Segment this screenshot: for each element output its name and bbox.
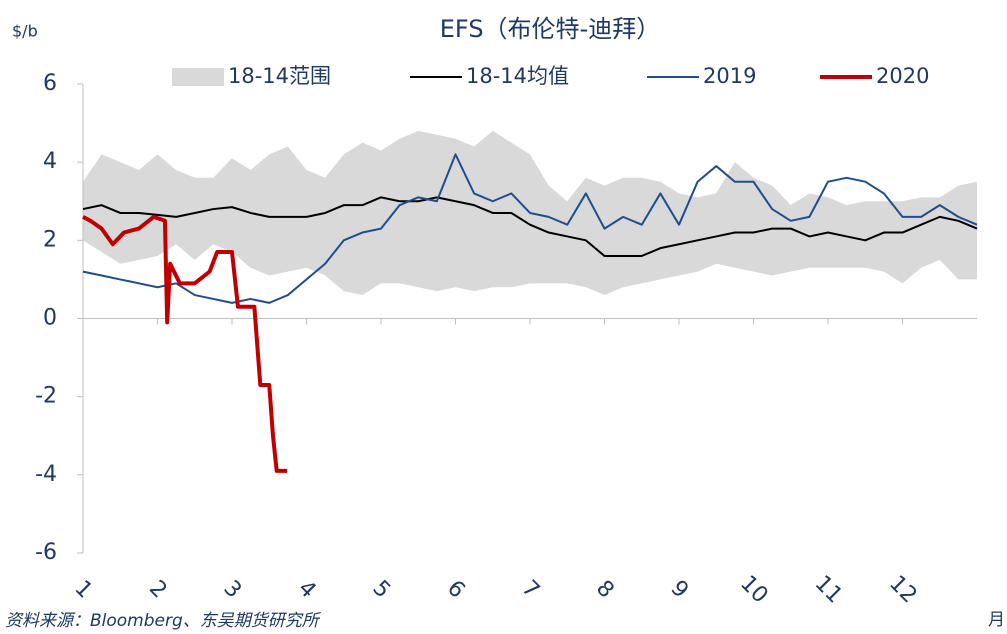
- legend-label: 18-14均值: [466, 64, 569, 88]
- x-tick-label: 4: [293, 576, 321, 604]
- x-tick-label: 2: [144, 576, 172, 604]
- legend-swatch: [172, 68, 224, 86]
- series-line: [82, 196, 978, 257]
- y-tick-label: -2: [35, 384, 57, 409]
- legend-label: 2019: [703, 64, 756, 88]
- x-tick-label: 10: [735, 571, 772, 608]
- x-tick-label: 9: [666, 576, 694, 604]
- x-tick-label: 12: [884, 571, 921, 608]
- series-line: [82, 214, 288, 473]
- x-tick-label: 7: [517, 576, 545, 604]
- series-line: [82, 153, 978, 304]
- x-axis-label: 月: [988, 610, 1005, 630]
- y-tick-label: 0: [43, 306, 57, 331]
- chart-title: EFS（布伦特-迪拜）: [440, 15, 660, 43]
- y-tick-label: -6: [35, 540, 57, 565]
- legend-label: 2020: [876, 64, 929, 88]
- y-unit: $/b: [12, 22, 38, 41]
- y-tick-label: 2: [43, 227, 57, 252]
- x-tick-label: 6: [442, 576, 470, 604]
- y-tick-label: -4: [35, 462, 57, 487]
- source: 资料来源：Bloomberg、东吴期货研究所: [5, 611, 322, 631]
- y-tick-label: 6: [43, 71, 57, 96]
- legend-label: 18-14范围: [228, 64, 331, 88]
- x-tick-label: 11: [810, 571, 847, 608]
- x-tick-label: 5: [368, 576, 396, 604]
- x-tick-label: 1: [70, 576, 98, 604]
- x-tick-label: 3: [219, 576, 247, 604]
- y-tick-label: 4: [43, 149, 57, 174]
- x-tick-label: 8: [591, 576, 619, 604]
